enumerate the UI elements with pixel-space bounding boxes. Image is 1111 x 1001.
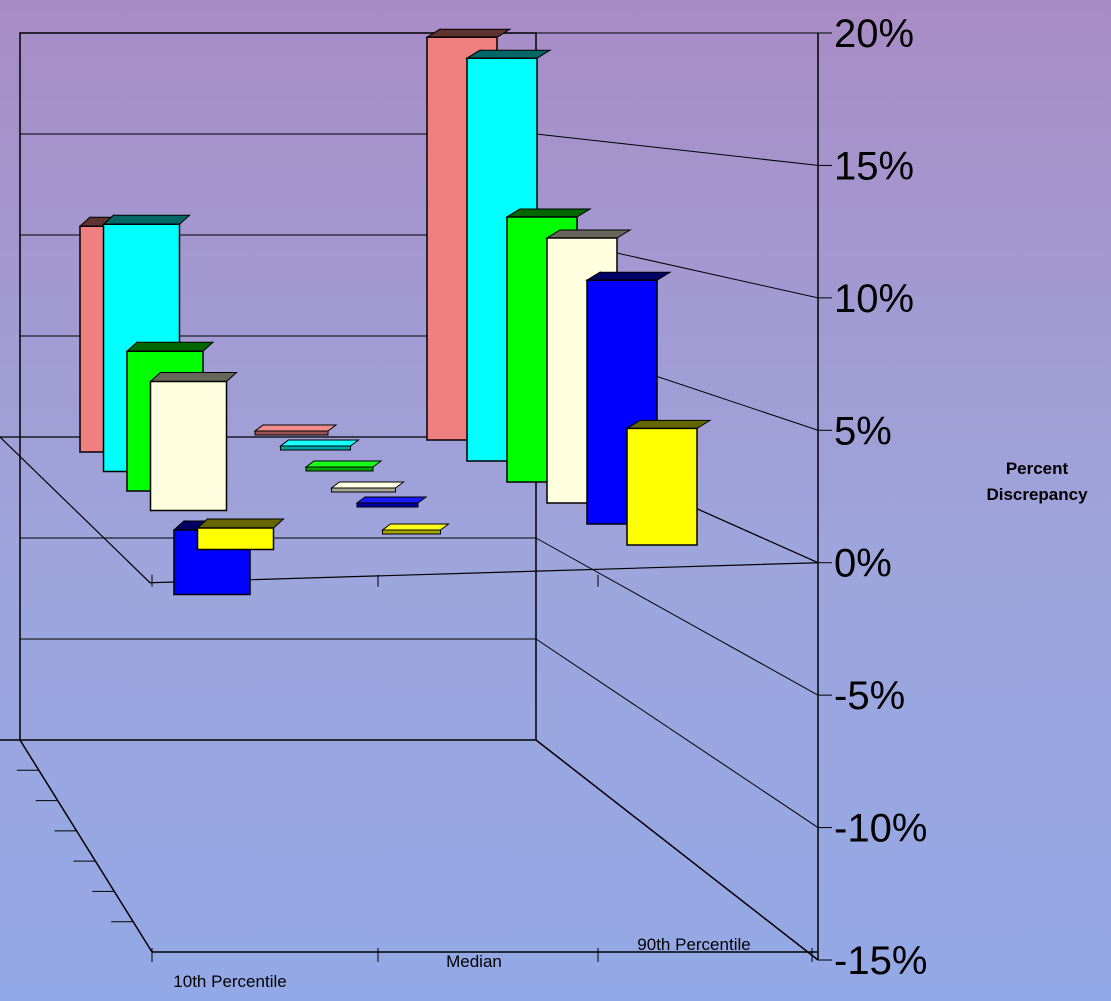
bar xyxy=(625,419,712,546)
y-tick-label: 10% xyxy=(834,277,914,321)
bar xyxy=(585,271,672,525)
bar xyxy=(304,460,383,472)
y-tick-label: -5% xyxy=(834,674,905,718)
y-axis-label-line: Discrepancy xyxy=(986,485,1088,504)
y-axis-label-line: Percent xyxy=(1006,459,1069,478)
bar xyxy=(381,523,450,535)
gridline-side xyxy=(535,638,819,828)
y-tick-label: 15% xyxy=(834,144,914,188)
gridline-side xyxy=(535,537,819,696)
y-tick-label: -15% xyxy=(834,939,927,983)
bar xyxy=(355,496,428,508)
bar xyxy=(196,517,285,551)
y-tick-label: 5% xyxy=(834,409,892,453)
category-label: 90th Percentile xyxy=(637,935,750,954)
bars-layer xyxy=(78,28,712,596)
bar xyxy=(330,481,405,493)
category-label: 10th Percentile xyxy=(173,972,286,991)
bar xyxy=(279,439,360,451)
floor-right-edge xyxy=(535,739,819,961)
y-axis-label: Percent Discrepancy xyxy=(986,459,1088,504)
y-tick-label: 0% xyxy=(834,542,892,586)
y-axis-ticks: 20% 15% 10% 5% 0% -5% -10% -15% xyxy=(818,12,927,983)
bar xyxy=(253,424,338,436)
bar xyxy=(149,371,238,512)
y-tick-label: 20% xyxy=(834,12,914,56)
gridline-side xyxy=(535,133,819,166)
x-axis-categories: 10th Percentile Median 90th Percentile xyxy=(173,935,750,991)
y-tick-label: -10% xyxy=(834,807,927,851)
floor-left-edge xyxy=(19,739,153,953)
category-label: Median xyxy=(446,952,502,971)
